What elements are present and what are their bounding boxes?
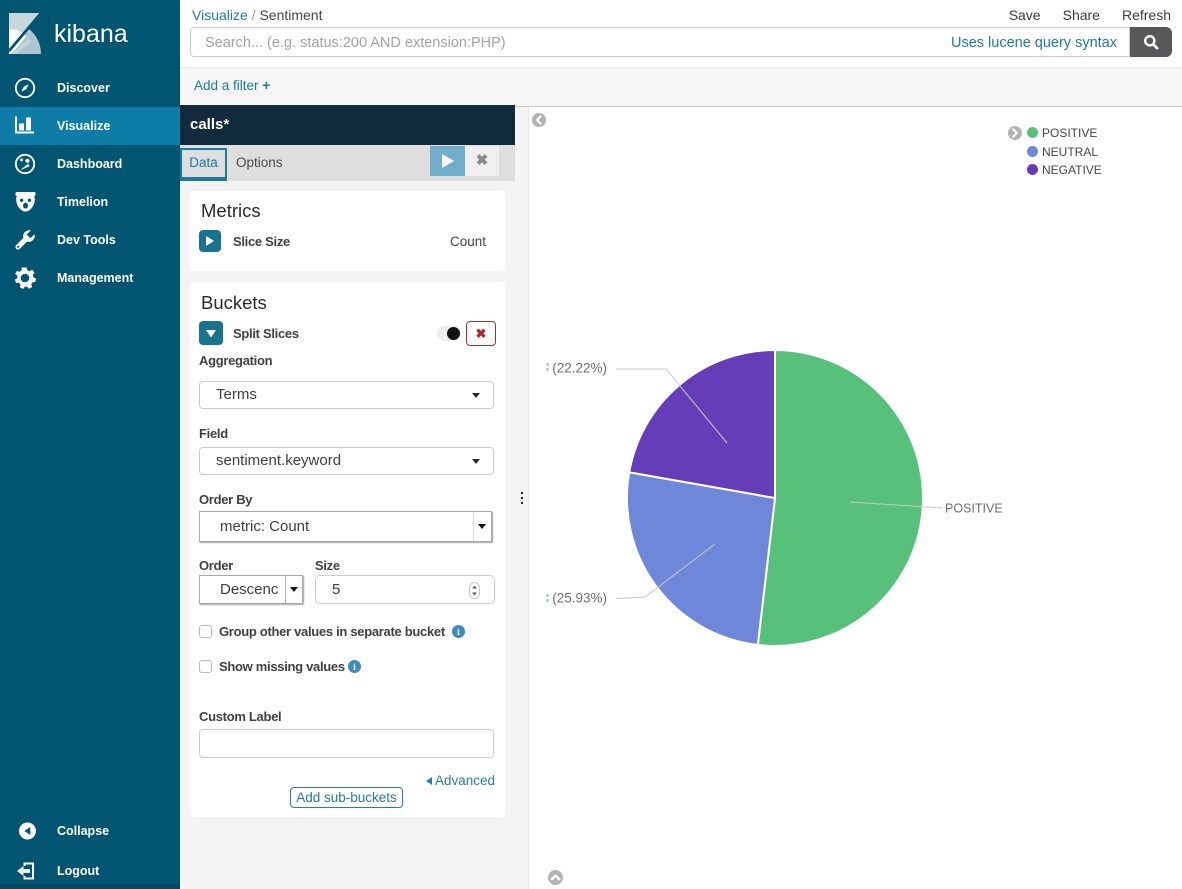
svg-text:POSITIVE: POSITIVE (945, 502, 1003, 516)
svg-text:(22.22%): (22.22%) (552, 361, 607, 376)
svg-text:i: i (457, 628, 460, 638)
svg-text:i: i (353, 663, 356, 673)
svg-text:(25.93%): (25.93%) (552, 591, 607, 606)
